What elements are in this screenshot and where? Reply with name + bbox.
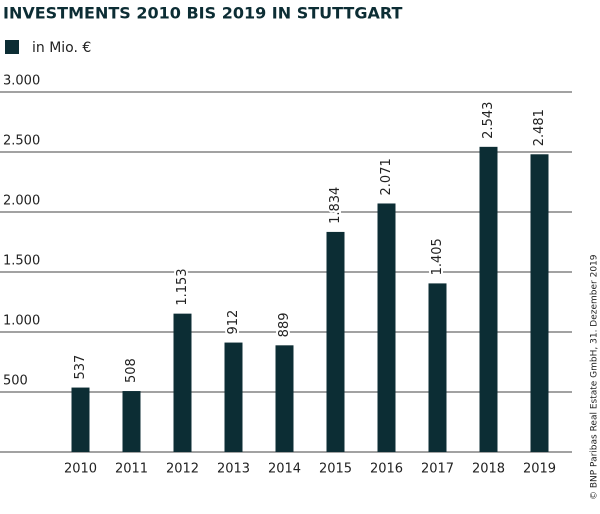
bar [530, 154, 549, 452]
y-tick-label: 2.000 [3, 194, 40, 209]
bar [224, 342, 243, 452]
source-note: © BNP Paribas Real Estate GmbH, 31. Deze… [590, 254, 600, 500]
value-label: 1.834 [328, 187, 343, 224]
y-tick-label: 3.000 [3, 74, 40, 89]
x-tick-label: 2018 [472, 462, 505, 477]
value-label: 2.543 [481, 102, 496, 139]
bar [377, 203, 396, 452]
x-tick-label: 2016 [370, 462, 403, 477]
bar [122, 391, 141, 452]
y-tick-label: 1.000 [3, 314, 40, 329]
chart-title: INVESTMENTS 2010 BIS 2019 IN STUTTGART [3, 4, 402, 23]
legend-swatch [5, 40, 19, 54]
value-label: 1.153 [175, 268, 190, 305]
value-label: 1.405 [430, 238, 445, 275]
bar [173, 313, 192, 452]
value-label: 2.481 [532, 109, 547, 146]
x-tick-label: 2011 [115, 462, 148, 477]
bar [428, 283, 447, 452]
y-tick-label: 2.500 [3, 134, 40, 149]
value-label: 889 [277, 312, 292, 337]
bar [479, 146, 498, 452]
bar [275, 345, 294, 452]
legend-label: in Mio. € [32, 40, 91, 56]
value-label: 508 [124, 358, 139, 383]
x-tick-label: 2014 [268, 462, 301, 477]
value-label: 2.071 [379, 158, 394, 195]
value-label: 912 [226, 310, 241, 335]
bar [71, 387, 90, 452]
y-tick-label: 500 [3, 374, 28, 389]
x-tick-label: 2019 [523, 462, 556, 477]
x-tick-label: 2015 [319, 462, 352, 477]
x-tick-label: 2017 [421, 462, 454, 477]
x-tick-label: 2010 [64, 462, 97, 477]
bar [326, 231, 345, 452]
value-label: 537 [73, 355, 88, 380]
x-tick-label: 2013 [217, 462, 250, 477]
y-tick-label: 1.500 [3, 254, 40, 269]
x-tick-label: 2012 [166, 462, 199, 477]
